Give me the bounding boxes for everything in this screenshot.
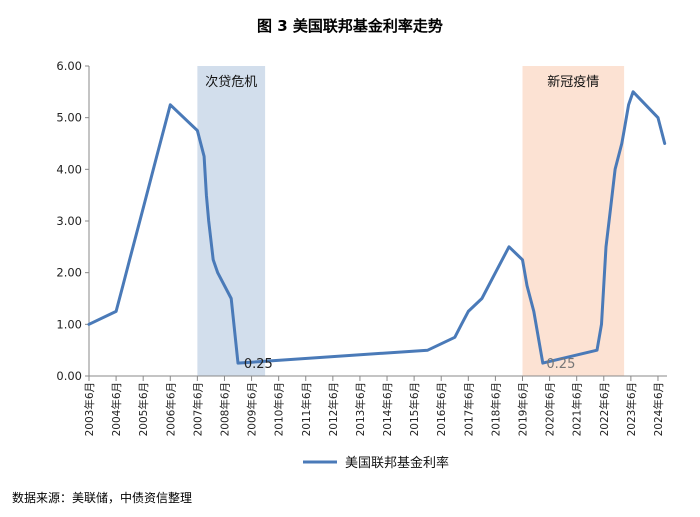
axes: 0.00 1.00 2.00 3.00 4.00 5.00 6.00 2003年6月 2004年… [56,59,667,436]
x-tick-label: 2003年6月 [83,382,96,436]
y-tick-label: 6.00 [56,59,82,73]
x-tick-label: 2016年6月 [435,382,448,436]
x-tick-label: 2022年6月 [598,382,611,436]
x-tick-label: 2010年6月 [273,382,286,436]
x-tick-label: 2009年6月 [246,382,259,436]
x-tick-label: 2012年6月 [327,382,340,436]
x-tick-label: 2023年6月 [625,382,638,436]
x-tick-label: 2007年6月 [191,382,204,436]
x-tick-label: 2013年6月 [354,382,367,436]
y-tick-label: 4.00 [56,162,82,176]
shade-label-2: 新冠疫情 [547,74,599,90]
y-tick-label: 3.00 [56,214,82,228]
legend-label: 美国联邦基金利率 [345,455,449,471]
y-tick-label: 5.00 [56,111,82,125]
series-layer [87,90,667,365]
x-tick-label: 2011年6月 [300,382,313,436]
shaded-regions: 次贷危机 新冠疫情 [197,66,625,376]
fed-funds-rate-chart: 次贷危机 新冠疫情 0.00 1.00 2.00 3.00 4.00 5.00 6.00 200… [56,59,667,471]
x-tick-label: 2008年6月 [218,382,231,436]
shade-label-1: 次贷危机 [205,74,257,90]
x-tick-label: 2005年6月 [137,382,150,436]
y-tick-label: 0.00 [56,369,82,383]
x-tick-label: 2004年6月 [110,382,123,436]
x-tick-label: 2014年6月 [381,382,394,436]
x-tick-label: 2017年6月 [462,382,475,436]
labels-layer: 0.25 0.25 [244,357,576,372]
x-tick-label: 2021年6月 [571,382,584,436]
chart-title: 图 3 美国联邦基金利率走势 [257,17,443,35]
annotation-label: 0.25 [244,357,273,372]
series-line-1 [87,90,667,365]
x-tick-label: 2006年6月 [164,382,177,436]
annotation-label: 0.25 [546,357,575,372]
x-tick-label: 2024年6月 [652,382,665,436]
x-tick-label: 2019年6月 [517,382,530,436]
x-tick-label: 2020年6月 [544,382,557,436]
legend: 美国联邦基金利率 [303,455,449,471]
x-tick-label: 2015年6月 [408,382,421,436]
x-tick-label: 2018年6月 [489,382,502,436]
data-source-note: 数据来源：美联储，中债资信整理 [12,491,193,505]
shade-region-2 [522,66,625,376]
y-tick-label: 1.00 [56,317,82,331]
y-tick-label: 2.00 [56,266,82,280]
